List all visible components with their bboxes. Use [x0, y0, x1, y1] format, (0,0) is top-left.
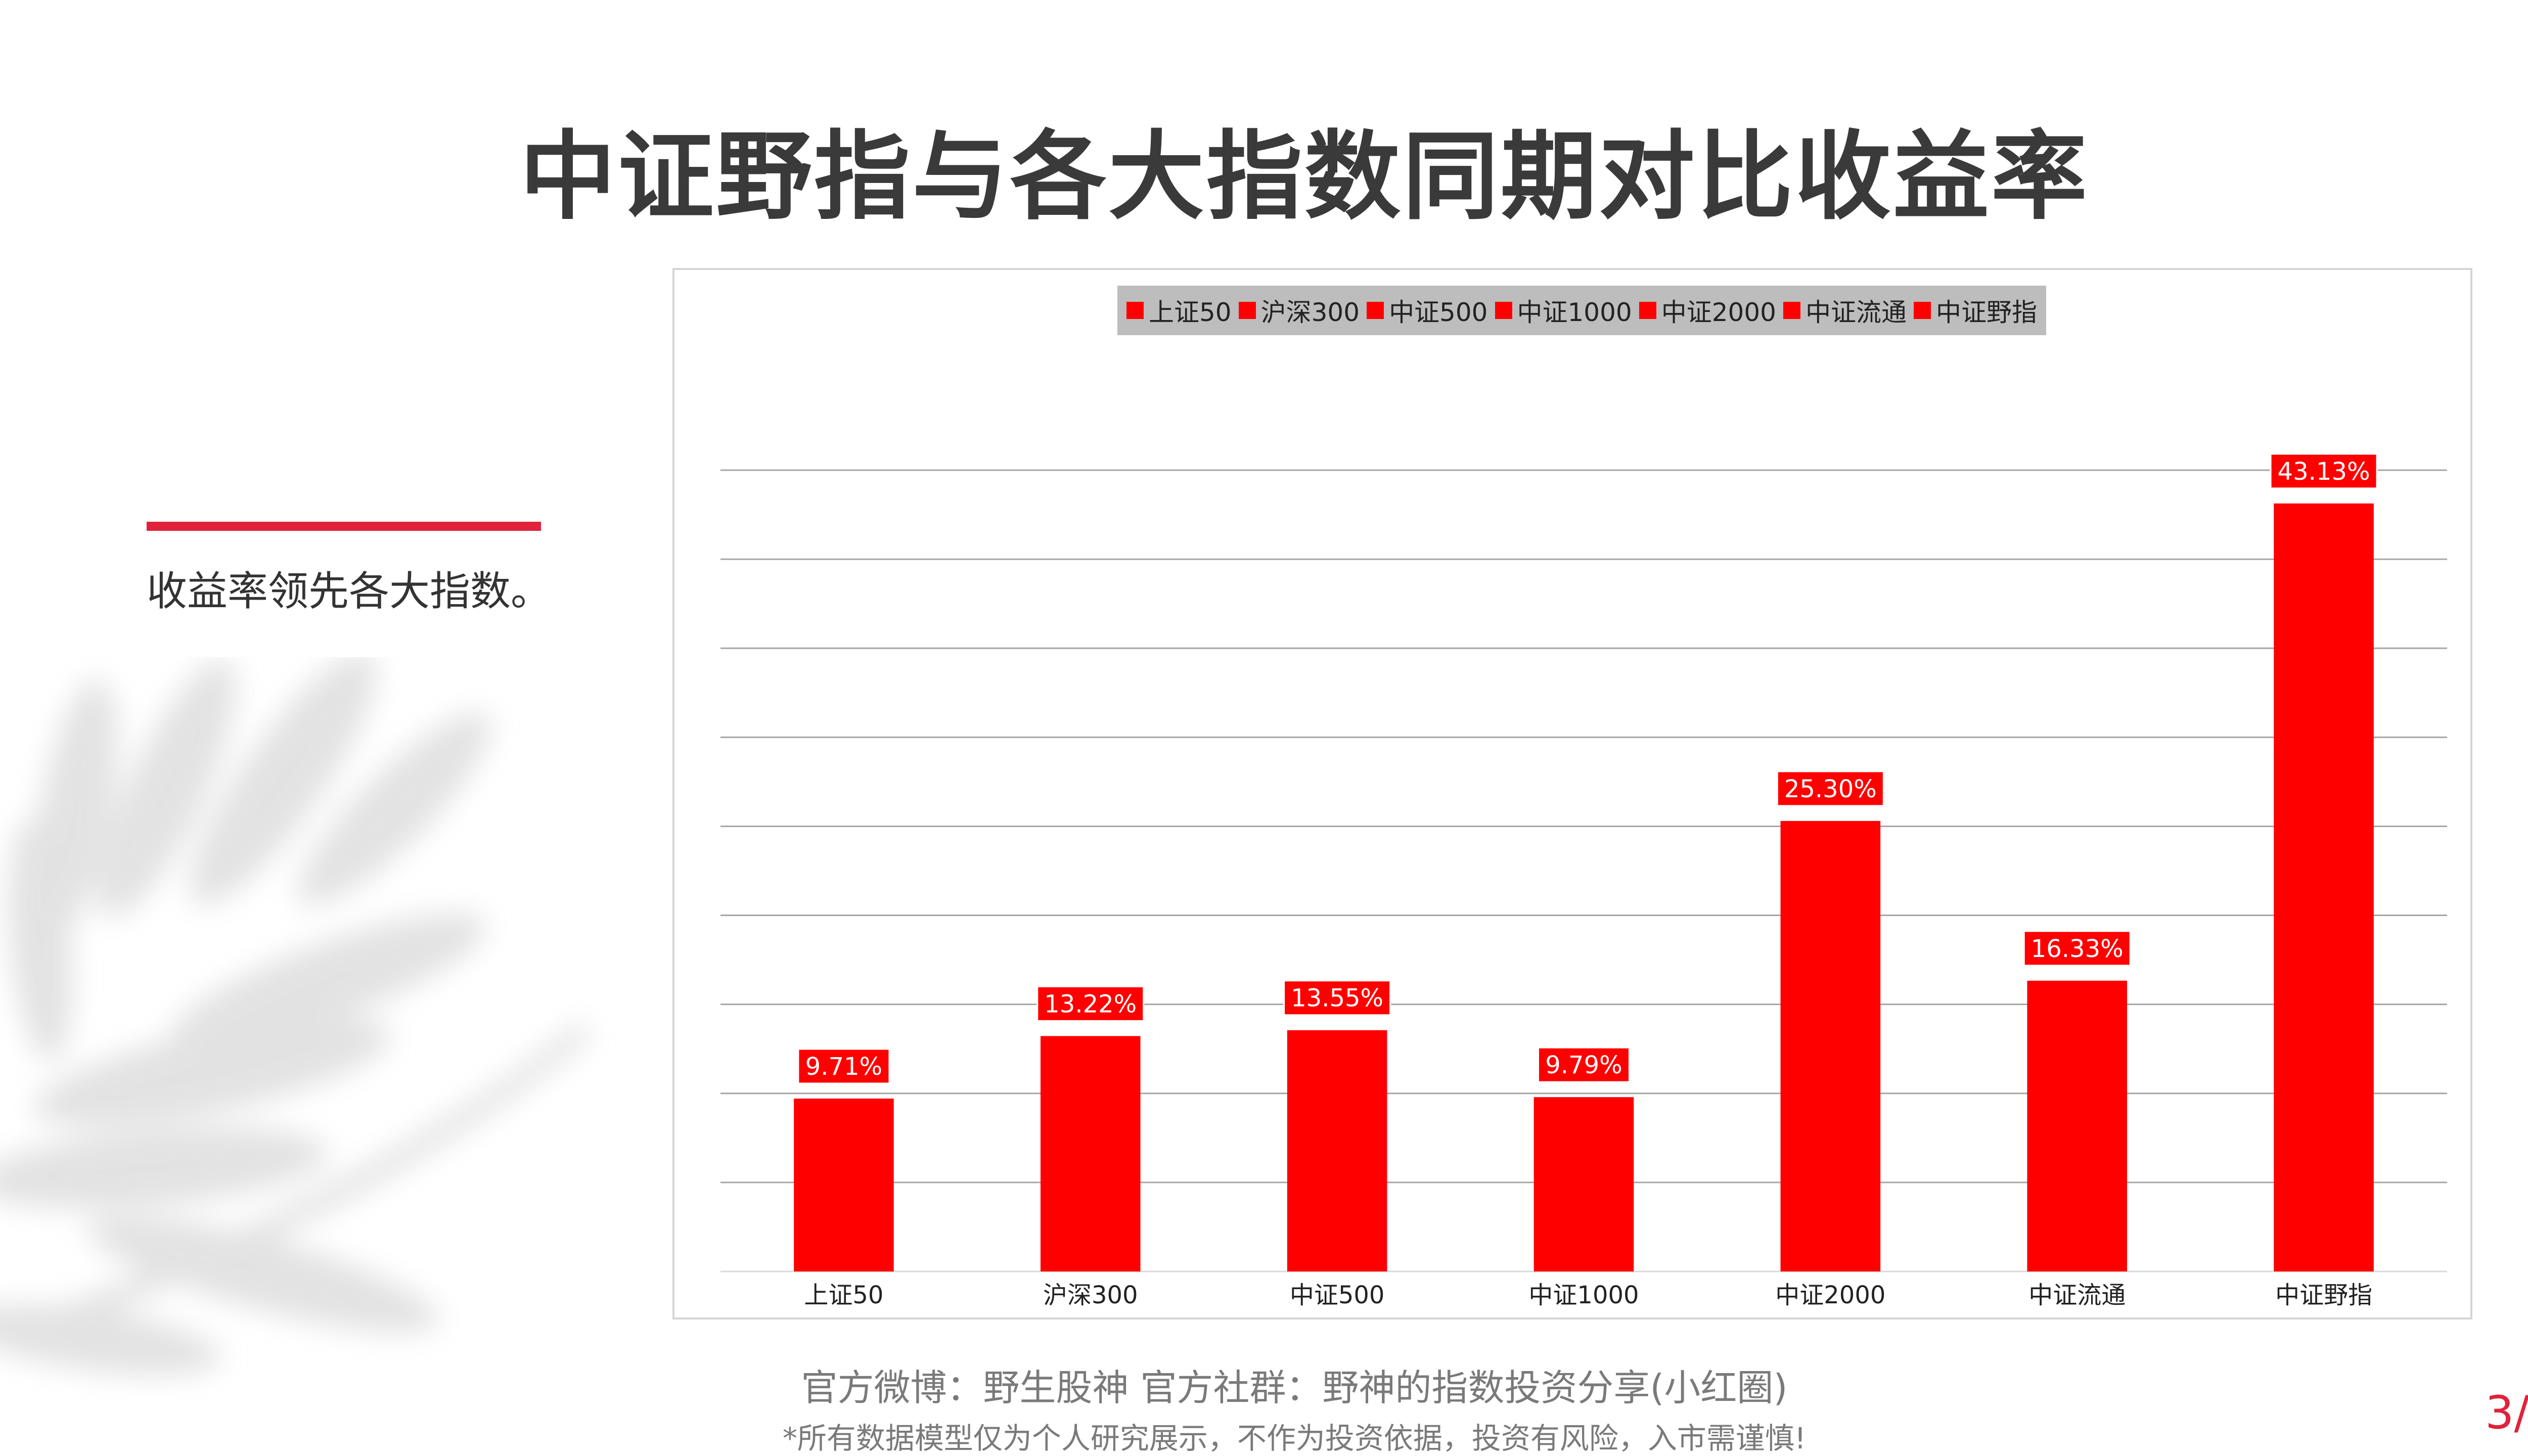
legend-label: 中证1000 — [1517, 298, 1632, 327]
leaf-shadow-decoration — [0, 657, 592, 1375]
data-label: 9.79% — [1538, 1046, 1630, 1083]
bar — [794, 1098, 894, 1271]
x-tick-label: 上证50 — [804, 1281, 883, 1309]
legend-swatch — [1495, 302, 1512, 319]
data-label: 43.13% — [2270, 453, 2378, 489]
side-caption: 收益率领先各大指数。 — [147, 568, 551, 615]
footer-disclaimer: *所有数据模型仅为个人研究展示，不作为投资依据，投资有风险，入市需谨慎! — [782, 1421, 1807, 1455]
chart-legend: 上证50 沪深300 中证500 中证1000 中证2000 中证流通 中证野指 — [1117, 286, 2046, 335]
legend-swatch — [1238, 302, 1256, 319]
legend-label: 中证2000 — [1661, 298, 1776, 327]
legend-item: 中证2000 — [1639, 292, 1776, 329]
x-tick-label: 中证2000 — [1775, 1281, 1885, 1309]
legend-swatch — [1914, 302, 1931, 319]
data-label-text: 25.30% — [1784, 775, 1877, 803]
data-label-box — [2270, 453, 2378, 489]
bar — [1780, 821, 1881, 1271]
bar — [2274, 503, 2374, 1272]
legend-item: 中证1000 — [1495, 292, 1632, 329]
data-label-box — [797, 1048, 890, 1084]
data-label-box — [2023, 930, 2131, 967]
legend-label: 沪深300 — [1260, 298, 1360, 327]
data-label-text: 16.33% — [2031, 935, 2124, 963]
x-tick-label: 沪深300 — [1043, 1281, 1138, 1309]
data-label-text: 13.55% — [1291, 984, 1383, 1013]
accent-line — [147, 522, 541, 531]
legend-swatch — [1783, 302, 1800, 319]
data-label-box — [1283, 980, 1391, 1016]
legend-label: 上证50 — [1149, 298, 1232, 327]
x-tick-label: 中证野指 — [2275, 1281, 2372, 1309]
data-label: 13.55% — [1283, 980, 1391, 1016]
data-label: 9.71% — [797, 1048, 890, 1084]
legend-item: 沪深300 — [1238, 292, 1360, 329]
bar — [1533, 1097, 1634, 1271]
data-label: 25.30% — [1776, 770, 1884, 807]
legend-label: 中证500 — [1389, 298, 1488, 327]
legend-swatch — [1639, 302, 1656, 319]
footer-social-info: 官方微博：野生股神 官方社群：野神的指数投资分享(小红圈) — [801, 1367, 1788, 1409]
data-label-box — [1538, 1046, 1630, 1083]
legend-item: 中证野指 — [1914, 292, 2037, 329]
bar — [2027, 980, 2128, 1271]
legend-swatch — [1367, 302, 1384, 319]
x-tick-label: 中证500 — [1290, 1281, 1385, 1309]
bar — [1287, 1030, 1387, 1271]
page-number: 3/4 — [2485, 1386, 2528, 1439]
legend-item: 上证50 — [1126, 292, 1232, 329]
data-label: 13.22% — [1036, 985, 1145, 1022]
data-label-text: 9.79% — [1545, 1051, 1622, 1079]
data-label-text: 43.13% — [2278, 458, 2370, 486]
data-label-box — [1776, 770, 1884, 807]
bar — [1040, 1036, 1141, 1271]
legend-item: 中证500 — [1367, 292, 1488, 329]
x-tick-label: 中证流通 — [2028, 1281, 2126, 1309]
data-label-text: 9.71% — [805, 1053, 882, 1081]
legend-label: 中证野指 — [1936, 298, 2037, 327]
legend-swatch — [1126, 302, 1144, 319]
x-tick-label: 中证1000 — [1528, 1281, 1639, 1309]
data-label-text: 13.22% — [1044, 990, 1137, 1018]
legend-label: 中证流通 — [1805, 298, 1907, 327]
page-title: 中证野指与各大指数同期对比收益率 — [519, 121, 2089, 233]
data-label-box — [1036, 985, 1145, 1022]
data-label: 16.33% — [2023, 930, 2131, 967]
legend-item: 中证流通 — [1783, 292, 1907, 329]
